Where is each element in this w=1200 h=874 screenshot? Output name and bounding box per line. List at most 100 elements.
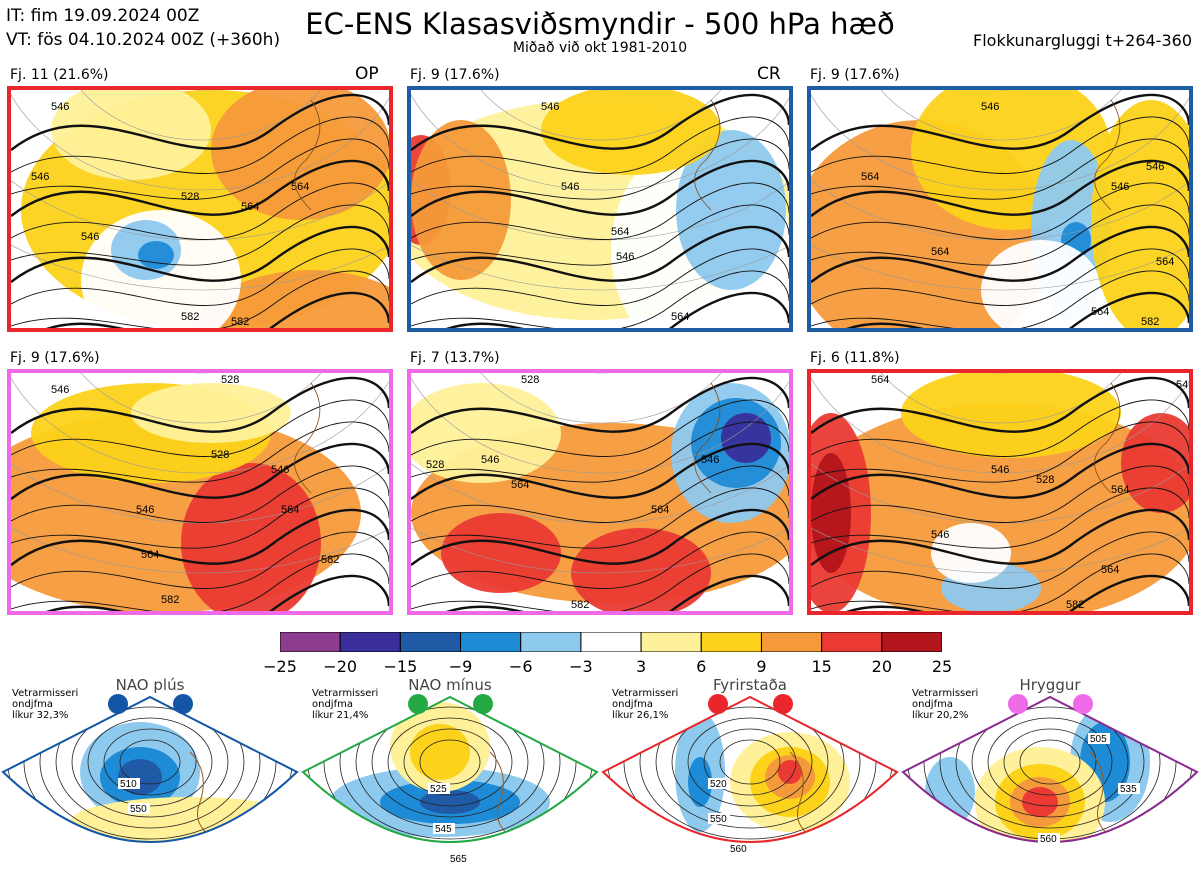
anomaly-map: 546 528 564 528 546 546 564 582 582 [11, 373, 389, 611]
contour-label: 546 [1176, 379, 1189, 391]
contour-label: 564 [141, 549, 159, 561]
contour-label: 564 [1156, 256, 1174, 268]
regime-dot-icon [473, 694, 493, 714]
anomaly-field [811, 373, 1189, 611]
height-contour [411, 376, 789, 434]
regime-note-line: Vetrarmisseri [912, 688, 979, 699]
height-contour [811, 487, 1189, 549]
regime-dot-icon [108, 694, 128, 714]
regime-note-line: Vetrarmisseri [12, 688, 79, 699]
contour-label: 582 [181, 311, 199, 323]
height-contour [411, 248, 789, 306]
colorbar-tick: −3 [569, 657, 593, 676]
height-contour [411, 442, 789, 500]
anomaly-blob [676, 130, 786, 290]
height-contour [411, 399, 789, 457]
regime-contour-label-bg [448, 853, 470, 864]
graticule-line [880, 90, 1122, 141]
regime-contour [955, 697, 1145, 829]
regime-contour [387, 717, 513, 807]
contour-label: 582 [321, 554, 339, 566]
regime-anomaly-blob [420, 790, 480, 814]
regime-contour [655, 697, 845, 829]
graticule-line [411, 527, 789, 574]
regime-note-line: Vetrarmisseri [612, 688, 679, 699]
contour-label: 564 [931, 246, 949, 258]
anomaly-blob [1121, 413, 1189, 513]
colorbar [279, 631, 943, 653]
contour-label: 564 [611, 226, 629, 238]
graticule-line [11, 377, 389, 474]
height-contour [411, 204, 789, 266]
anomaly-blob [1091, 100, 1189, 328]
contour-label: 564 [861, 171, 879, 183]
regime-map-svg: 510 550 [1, 694, 299, 843]
regime-anomaly-blob [1022, 787, 1058, 817]
graticule-line [411, 377, 789, 474]
height-contour [811, 465, 1189, 523]
regime-contour [339, 697, 561, 840]
anomaly-blob [441, 513, 561, 593]
regime-contour-label: 510 [120, 779, 137, 790]
height-contour [11, 116, 389, 174]
colorbar-tick: 15 [811, 657, 832, 676]
graticule-line [411, 94, 789, 191]
regime-contour [687, 717, 813, 807]
cluster-map: 546 528 564 528 546 546 564 582 582 [7, 369, 393, 615]
contour-label: 564 [1111, 484, 1129, 496]
regime-dot-icon [408, 694, 428, 714]
height-contour [46, 574, 389, 611]
graticule-line [811, 463, 1189, 524]
anomaly-blob [411, 383, 561, 483]
height-contour [11, 376, 389, 434]
regime-title: Fyrirstaða [713, 676, 787, 694]
coastline [694, 99, 721, 211]
contour-label: 546 [561, 181, 579, 193]
height-contour [811, 531, 1189, 589]
regime-contour [671, 706, 829, 818]
colorbar-swatches [279, 631, 943, 653]
cluster-label: Fj. 6 (11.8%) [810, 350, 900, 366]
colorbar-tick: −15 [383, 657, 418, 676]
contour-label: 546 [271, 464, 289, 476]
height-contour [411, 138, 789, 200]
regime-dot-icon [708, 694, 728, 714]
graticule-line [11, 463, 389, 524]
regime-contour-label-bg [1118, 783, 1140, 794]
regime-contour [71, 706, 229, 818]
regime-dot-icon [1008, 694, 1028, 714]
regime-anomaly-blob [410, 724, 470, 780]
height-contour [11, 508, 389, 566]
regime-note-line: líkur 21,4% [312, 710, 369, 721]
height-contour [811, 421, 1189, 483]
colorbar-swatch [580, 631, 642, 653]
graticule-line [80, 90, 322, 141]
anomaly-blob [901, 373, 1121, 458]
cluster-map: 546 546 528 564 564 582 582 546 [7, 86, 393, 332]
contour-label: 546 [481, 454, 499, 466]
colorbar-swatch [760, 631, 823, 653]
height-contour [811, 553, 1189, 611]
anomaly-map: 546 546 528 564 564 582 582 546 [11, 90, 389, 328]
contour-label: 546 [51, 384, 69, 396]
contour-label: 582 [231, 316, 249, 328]
regime-contour-label: 550 [710, 814, 727, 825]
height-contour [411, 553, 789, 611]
graticule-line [411, 463, 789, 524]
colorbar-swatch [821, 631, 883, 653]
contour-label: 564 [241, 201, 259, 213]
contour-label: 546 [701, 454, 719, 466]
cluster-map: 546 564 564 546 546 564 582 564 [807, 86, 1193, 332]
regime-contour-label-bg [433, 823, 455, 834]
regime-dot-icon [173, 694, 193, 714]
regime-title: NAO plús [115, 676, 185, 694]
contour-label: 582 [1066, 599, 1084, 611]
height-contour [11, 225, 389, 283]
colorbar-swatch [279, 631, 341, 653]
regime-note-line: líkur 20,2% [912, 710, 969, 721]
colorbar-tick: −6 [508, 657, 533, 676]
colorbar-tick: 25 [931, 657, 953, 676]
colorbar-swatch [640, 631, 702, 653]
regime-contour [119, 739, 181, 785]
height-contour [11, 248, 389, 306]
